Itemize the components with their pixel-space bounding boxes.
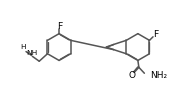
Text: O: O (129, 72, 136, 80)
Text: F: F (153, 30, 158, 39)
Text: NH₂: NH₂ (150, 71, 167, 80)
Text: F: F (57, 22, 62, 31)
Text: NH: NH (26, 50, 37, 56)
Text: H: H (20, 44, 26, 50)
